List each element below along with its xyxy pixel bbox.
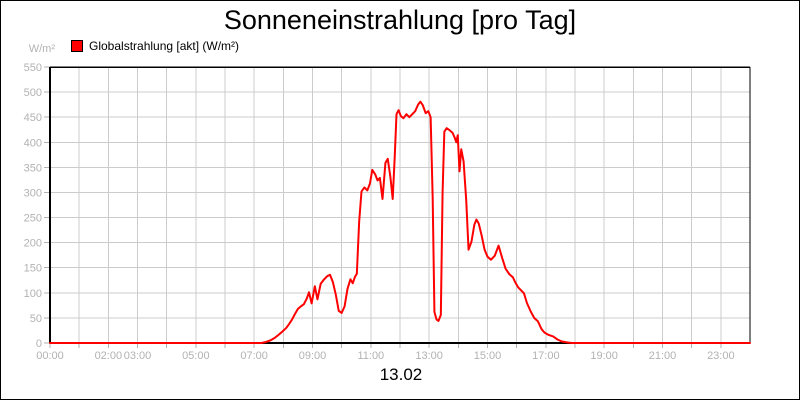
- y-axis-unit-label: W/m²: [28, 43, 55, 55]
- y-tick-label: 450: [24, 112, 42, 124]
- y-tick-label: 150: [24, 263, 42, 275]
- legend: Globalstrahlung [akt] (W/m²): [71, 39, 239, 53]
- x-tick-label: 11:00: [357, 350, 384, 362]
- irradiance-line: [49, 100, 751, 344]
- x-tick-label: 23:00: [707, 350, 735, 362]
- y-tick-label: 200: [24, 238, 42, 250]
- x-tick-label: 07:00: [240, 350, 268, 362]
- x-tick-label: 05:00: [182, 350, 210, 362]
- x-tick-label: 09:00: [299, 350, 327, 362]
- x-tick-label: 03:00: [124, 350, 152, 362]
- y-tick-label: 400: [24, 137, 42, 149]
- y-tick-label: 0: [36, 338, 42, 350]
- y-tick-label: 100: [24, 288, 42, 300]
- y-tick-label: 550: [24, 62, 42, 74]
- x-tick-label: 21:00: [649, 350, 677, 362]
- chart-title: Sonneneinstrahlung [pro Tag]: [223, 5, 577, 35]
- x-tick-label: 19:00: [590, 350, 618, 362]
- y-tick-label: 50: [30, 313, 42, 325]
- x-tick-label: 15:00: [474, 350, 502, 362]
- x-axis-date-label: 13.02: [379, 365, 423, 384]
- legend-marker-icon: [71, 40, 83, 52]
- x-tick-label: 17:00: [532, 350, 560, 362]
- x-tick-label: 02:00: [95, 350, 123, 362]
- y-tick-label: 250: [24, 213, 42, 225]
- x-tick-label: 00:00: [36, 350, 64, 362]
- legend-label: Globalstrahlung [akt] (W/m²): [89, 39, 240, 53]
- x-tick-label: 13:00: [415, 350, 443, 362]
- y-tick-label: 300: [24, 187, 42, 199]
- y-tick-label: 500: [24, 87, 42, 99]
- y-tick-label: 350: [24, 162, 42, 174]
